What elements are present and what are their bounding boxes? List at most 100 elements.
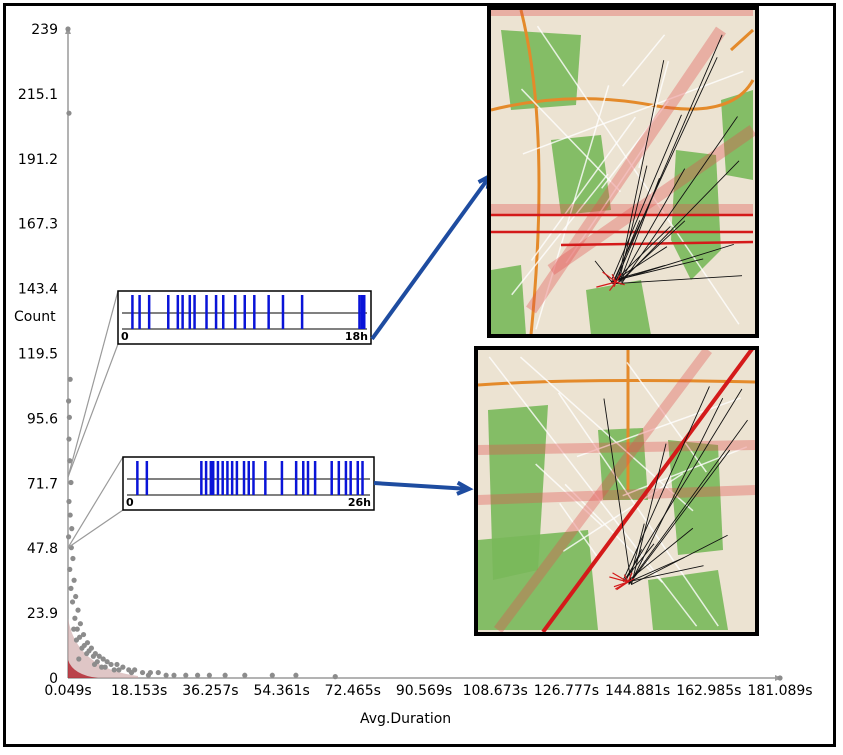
inset-bar	[356, 461, 360, 495]
map-road	[522, 70, 744, 155]
map-trajectory	[617, 60, 665, 280]
x-tick-label: 108.673s	[463, 683, 528, 699]
data-point	[777, 675, 783, 681]
data-point	[222, 672, 228, 678]
data-point	[206, 672, 212, 678]
data-point	[68, 479, 74, 486]
data-point	[65, 26, 71, 32]
data-point	[293, 672, 299, 678]
data-point	[111, 667, 117, 673]
inset-bar	[247, 461, 250, 495]
y-tick-label: 0	[49, 671, 58, 687]
data-point	[69, 599, 76, 605]
data-point	[183, 672, 189, 678]
map-road	[562, 472, 684, 552]
inset-bar	[209, 461, 213, 495]
x-tick-label: 18.153s	[111, 683, 167, 699]
map-road	[557, 392, 719, 627]
map-road	[601, 100, 669, 189]
data-point	[65, 398, 72, 404]
inset-bar	[193, 295, 196, 329]
x-tick-label: 181.089s	[747, 683, 812, 699]
data-point	[194, 672, 201, 678]
map-park-area	[501, 30, 581, 110]
data-point	[171, 672, 177, 678]
data-point	[67, 376, 73, 382]
map-park-area	[551, 135, 611, 215]
inset-bar	[253, 295, 256, 329]
map-road	[576, 397, 741, 458]
data-point	[242, 672, 248, 678]
data-point	[108, 661, 114, 668]
y-tick-label: 47.8	[27, 541, 58, 557]
x-tick-label: 54.361s	[253, 683, 309, 699]
map-bottom	[474, 346, 759, 636]
data-point	[66, 436, 72, 442]
inset-bar	[306, 461, 310, 495]
map-trajectory	[628, 419, 748, 584]
dense-cluster	[68, 618, 138, 678]
inset-end-label: 26h	[348, 496, 371, 509]
inset-start-label: 0	[126, 496, 134, 509]
dense-core	[68, 660, 98, 678]
map-trajectory	[611, 114, 682, 280]
map-flow-band	[494, 350, 712, 632]
inset-bar	[363, 295, 366, 329]
data-point	[67, 566, 73, 572]
data-point	[116, 667, 122, 673]
inset-bar	[337, 461, 341, 495]
inset-bar	[205, 295, 208, 329]
inset-bar	[221, 461, 224, 495]
y-tick-label: 143.4	[18, 282, 58, 298]
map-flow-line	[560, 240, 754, 247]
map-trajectory	[631, 397, 724, 581]
callout-arrows	[370, 172, 493, 496]
map-park-area	[478, 530, 598, 630]
inset-bar	[280, 461, 284, 495]
inset-leader-line	[67, 509, 124, 549]
data-point	[332, 674, 338, 680]
x-tick-label: 90.569s	[396, 683, 452, 699]
data-point	[99, 664, 105, 670]
map-trajectory-red	[612, 572, 629, 583]
map-park-area	[668, 440, 723, 555]
inset-bar	[349, 461, 352, 495]
y-tick-label: 119.5	[18, 347, 58, 363]
inset-start-label: 0	[121, 330, 129, 343]
inset-bar	[167, 295, 170, 329]
data-point	[79, 645, 85, 651]
callout-arrow	[370, 174, 492, 341]
map-road	[565, 142, 648, 264]
inset-bar	[214, 295, 218, 329]
map-trajectory	[628, 449, 731, 585]
data-point	[73, 593, 79, 600]
inset-bar	[204, 461, 208, 495]
map-trajectory	[620, 160, 740, 283]
inset-bar	[302, 461, 305, 495]
inset-bar	[176, 295, 180, 329]
map-trajectory-red	[602, 271, 617, 283]
histogram-insets: 0 18h 0 26h	[67, 290, 375, 549]
data-point	[68, 585, 74, 591]
data-point	[66, 110, 72, 116]
map-flow-band	[478, 440, 755, 455]
data-point	[128, 669, 135, 676]
data-point	[80, 631, 87, 638]
map-road	[535, 85, 610, 330]
y-tick-label: 239	[31, 22, 58, 38]
data-point	[67, 458, 73, 464]
y-tick-label: 167.3	[18, 217, 58, 233]
map-park-area	[721, 90, 753, 180]
data-point	[75, 607, 81, 613]
map-road	[520, 88, 622, 193]
inset-bar	[131, 295, 134, 329]
inset-bar	[300, 295, 304, 329]
map-trajectory-red	[609, 576, 629, 583]
map-trajectory-red	[615, 281, 625, 286]
map-road	[559, 502, 598, 557]
map-park-area	[586, 280, 651, 334]
data-points	[65, 26, 783, 681]
x-tick-label: 126.777s	[534, 683, 599, 699]
data-point	[66, 498, 72, 505]
